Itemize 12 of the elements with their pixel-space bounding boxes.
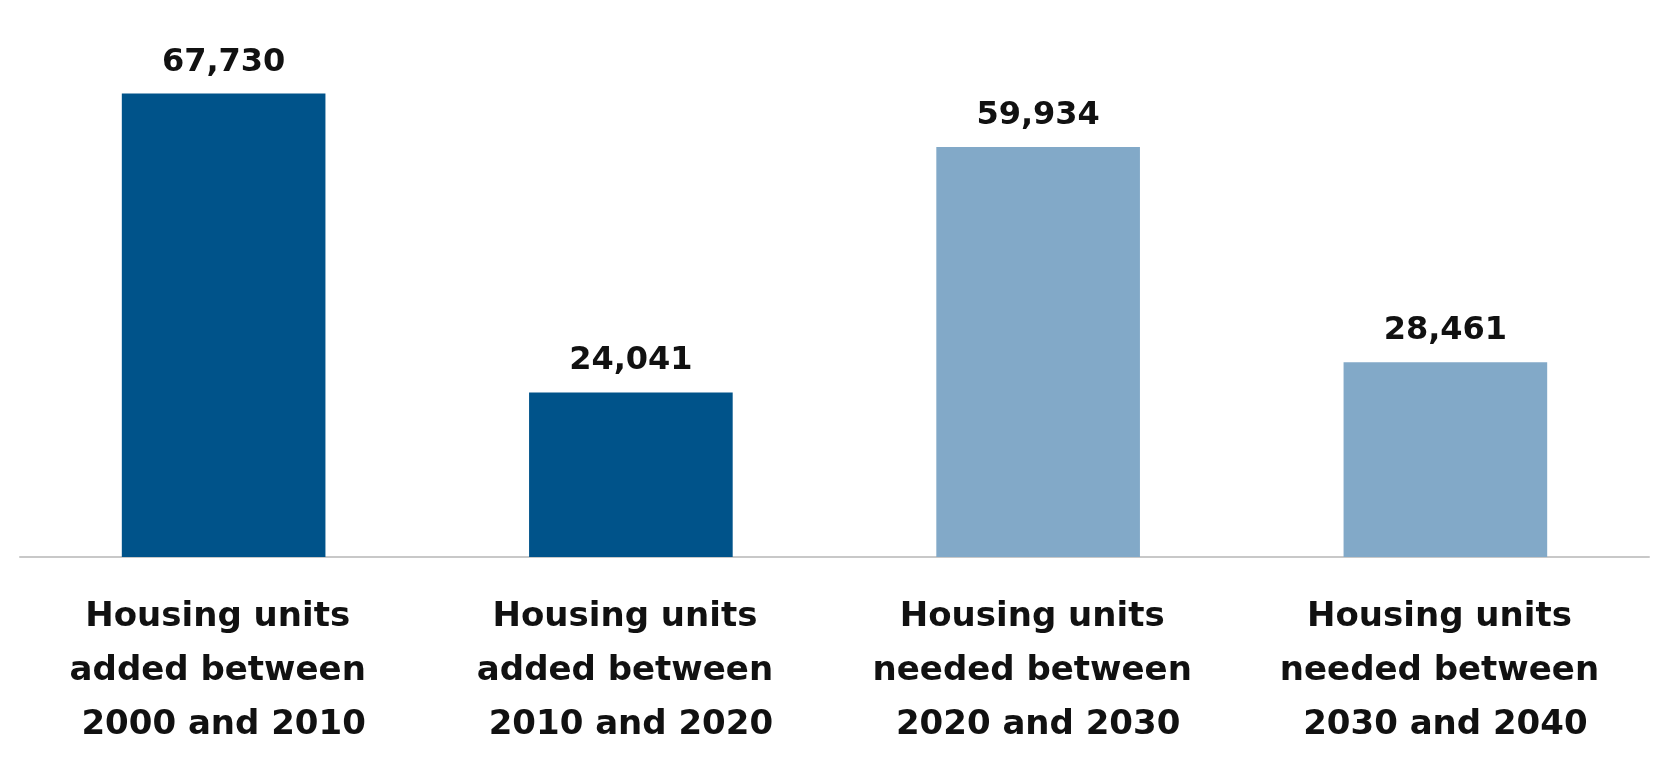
x-tick-label: Housing units needed between 2020 and 2030 [872,594,1204,742]
bar [1343,362,1548,557]
data-label: 59,934 [976,93,1100,132]
data-label: 24,041 [569,339,693,378]
x-tick-label: Housing units added between 2010 and 2020 [476,594,785,742]
x-tick-label: Housing units needed between 2030 and 2040 [1279,594,1611,742]
bar [121,93,326,557]
bar [936,146,1140,557]
bar [529,392,733,557]
data-label: 67,730 [161,40,286,79]
x-tick-label: Housing units added between 2000 and 2010 [69,594,378,742]
data-label: 28,461 [1383,309,1508,348]
